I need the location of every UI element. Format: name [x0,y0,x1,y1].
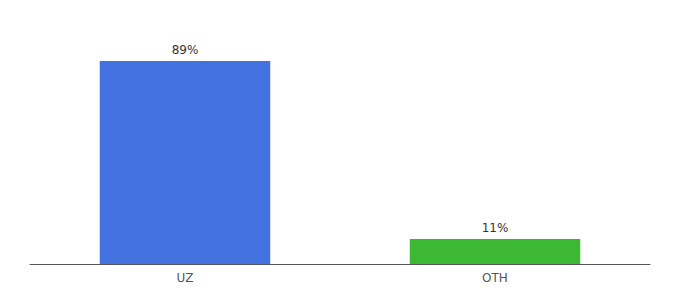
svg-text:11%: 11% [482,221,509,235]
svg-text:OTH: OTH [482,271,508,285]
svg-text:89%: 89% [172,43,199,57]
svg-text:UZ: UZ [177,271,194,285]
